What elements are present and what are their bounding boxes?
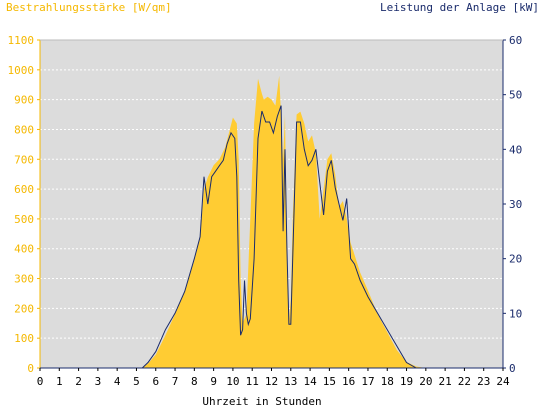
- left-tick-label: 700: [14, 153, 34, 166]
- right-axis-title: Leistung der Anlage [kW]: [380, 1, 539, 14]
- x-axis-label: Uhrzeit in Stunden: [202, 395, 321, 408]
- x-tick-label: 0: [37, 375, 44, 388]
- grid: [40, 69, 503, 339]
- right-tick-label: 10: [509, 307, 522, 320]
- axes: [37, 39, 506, 371]
- left-tick-label: 1100: [8, 34, 35, 47]
- irradiance-area: [142, 75, 426, 369]
- left-tick-label: 800: [14, 123, 34, 136]
- x-tick-label: 9: [210, 375, 217, 388]
- x-tick-label: 7: [172, 375, 179, 388]
- left-tick-label: 300: [14, 273, 34, 286]
- x-tick-label: 6: [152, 375, 159, 388]
- right-tick-label: 20: [509, 253, 522, 266]
- left-tick-label: 0: [27, 362, 34, 375]
- x-tick-label: 12: [265, 375, 278, 388]
- x-tick-label: 18: [381, 375, 394, 388]
- x-tick-label: 14: [303, 375, 317, 388]
- x-tick-label: 10: [226, 375, 239, 388]
- right-tick-label: 50: [509, 89, 522, 102]
- power-line: [141, 105, 426, 369]
- x-tick-label: 16: [342, 375, 355, 388]
- x-tick-label: 19: [400, 375, 413, 388]
- right-tick-label: 60: [509, 34, 522, 47]
- x-tick-label: 24: [496, 375, 510, 388]
- x-tick-label: 15: [323, 375, 336, 388]
- tick-labels: 0100200300400500600700800900100011000102…: [8, 34, 523, 388]
- right-tick-label: 30: [509, 198, 522, 211]
- x-tick-label: 23: [477, 375, 490, 388]
- left-tick-label: 200: [14, 302, 34, 315]
- x-tick-label: 4: [114, 375, 121, 388]
- x-tick-label: 8: [191, 375, 198, 388]
- right-tick-label: 40: [509, 143, 522, 156]
- left-axis-title: Bestrahlungsstärke [W/qm]: [6, 1, 172, 14]
- left-tick-label: 1000: [8, 64, 35, 77]
- x-tick-label: 20: [419, 375, 432, 388]
- x-tick-label: 17: [361, 375, 374, 388]
- x-tick-label: 1: [56, 375, 63, 388]
- x-tick-label: 21: [439, 375, 452, 388]
- left-tick-label: 600: [14, 183, 34, 196]
- series-layer: [141, 75, 426, 369]
- x-tick-label: 5: [133, 375, 140, 388]
- left-tick-label: 100: [14, 332, 34, 345]
- left-tick-label: 500: [14, 213, 34, 226]
- left-tick-label: 900: [14, 94, 34, 107]
- left-tick-label: 400: [14, 243, 34, 256]
- x-tick-label: 13: [284, 375, 297, 388]
- x-tick-label: 2: [75, 375, 82, 388]
- x-tick-label: 22: [458, 375, 471, 388]
- x-tick-label: 3: [95, 375, 102, 388]
- x-tick-label: 11: [246, 375, 259, 388]
- right-tick-label: 0: [509, 362, 516, 375]
